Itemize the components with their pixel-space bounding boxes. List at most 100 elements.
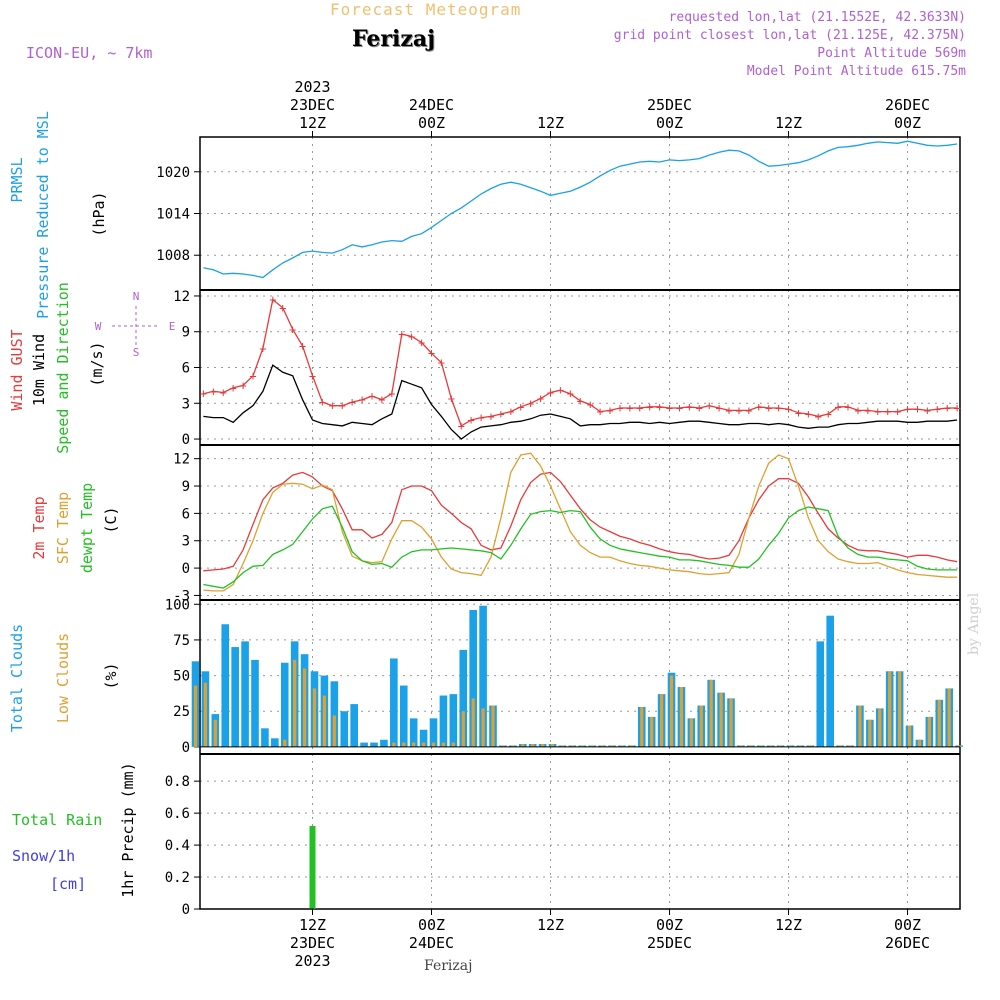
time-label-bottom: 00Z	[894, 916, 921, 934]
y-tick-label: 0	[182, 432, 190, 448]
low-cloud-bar	[431, 742, 436, 747]
gust-marker: +	[884, 405, 891, 419]
gust-marker: +	[656, 400, 663, 414]
time-label-bottom: 00Z	[418, 916, 445, 934]
low-cloud-bar	[521, 744, 525, 747]
low-cloud-bar	[729, 698, 733, 747]
gust-marker: +	[735, 403, 742, 417]
total-cloud-bar	[231, 647, 239, 747]
gust-marker: +	[557, 383, 564, 397]
y-tick-label: 50	[173, 669, 190, 685]
wind-unit: (m/s)	[88, 341, 106, 386]
gust-marker: +	[825, 407, 832, 421]
time-label-top: 23DEC	[290, 96, 335, 114]
low-cloud-bar	[749, 745, 753, 747]
compass-n: N	[133, 290, 140, 303]
gust-marker: +	[755, 400, 762, 414]
gust-marker: +	[249, 369, 256, 383]
low-cloud-bar	[719, 692, 723, 747]
low-cloud-bar	[848, 745, 852, 747]
temp-unit: (C)	[102, 506, 120, 533]
gust-marker: +	[388, 387, 395, 401]
low-cloud-bar	[699, 705, 703, 747]
gust-marker: +	[775, 401, 782, 415]
gust-marker: +	[953, 401, 960, 415]
low-cloud-bar	[679, 686, 684, 747]
gust-marker: +	[497, 407, 504, 421]
low-cloud-bar	[402, 742, 406, 747]
time-label-top: 12Z	[775, 114, 802, 132]
low-cloud-bar	[759, 745, 763, 747]
rain-bar	[309, 825, 316, 909]
y-tick-label: 12	[173, 452, 190, 468]
gust-marker: +	[567, 387, 574, 401]
low-cloud-bar	[471, 698, 475, 747]
gust-marker: +	[269, 293, 276, 307]
total-cloud-bar	[826, 615, 834, 747]
grid-point-coords: grid point closest lon,lat (21.125E, 42.…	[613, 28, 966, 43]
gust-marker: +	[200, 387, 207, 401]
gust-marker: +	[547, 386, 554, 400]
low-cloud-bar	[640, 706, 644, 747]
gust-marker: +	[606, 403, 613, 417]
y-tick-label: 6	[182, 361, 190, 377]
model-label: ICON-EU, ~ 7km	[26, 44, 153, 62]
gust-marker: +	[874, 405, 881, 419]
total-cloud-bar	[251, 659, 259, 747]
footer-location: Ferizaj	[424, 958, 473, 974]
gust-marker: +	[368, 389, 375, 403]
low-cloud-bar	[441, 742, 446, 747]
low-cloud-bar	[193, 685, 198, 747]
total-cloud-bar	[429, 718, 438, 747]
wind-direction-label: Speed and Direction	[54, 282, 72, 454]
gust-marker: +	[408, 330, 415, 344]
gust-marker: +	[319, 395, 326, 409]
chart-frame	[199, 136, 961, 910]
gust-marker: +	[706, 399, 713, 413]
total-cloud-bar	[419, 729, 428, 747]
low-cloud-bar	[927, 716, 931, 747]
low-cloud-bar	[620, 745, 624, 747]
low-cloud-bar	[947, 688, 951, 747]
gust-marker: +	[220, 386, 227, 400]
model-altitude: Model Point Altitude 615.75m	[746, 64, 966, 79]
total-cloud-bar	[271, 738, 279, 747]
clouds-unit: (%)	[102, 662, 120, 689]
total-cloud-bar	[261, 728, 269, 747]
pressure-unit: (hPa)	[90, 191, 108, 236]
low-cloud-bar	[907, 725, 912, 747]
gust-marker: +	[339, 399, 346, 413]
low-cloud-bar	[689, 718, 693, 747]
time-label-top: 12Z	[299, 114, 326, 132]
compass-s: S	[133, 346, 140, 359]
time-label-bottom: 2023	[294, 952, 330, 970]
gust-marker: +	[239, 378, 246, 392]
low-cloud-bar	[412, 742, 416, 747]
y-tick-label: 25	[173, 704, 190, 720]
total-cloud-bar	[409, 718, 418, 747]
gust-marker: +	[646, 400, 653, 414]
low-cloud-bar	[550, 744, 555, 747]
gust-marker: +	[378, 393, 385, 407]
wind-label: 10m Wind	[30, 334, 48, 406]
low-cloud-bar	[293, 659, 297, 747]
gust-marker: +	[854, 403, 861, 417]
gust-label: Wind GUST	[8, 329, 26, 410]
gust-marker: +	[349, 395, 356, 409]
low-cloud-bar	[332, 715, 336, 747]
gust-marker: +	[517, 400, 524, 414]
low-cloud-bar	[957, 745, 961, 747]
gust-marker: +	[230, 381, 237, 395]
total-cloud-bar	[399, 685, 408, 747]
gust-marker: +	[696, 401, 703, 415]
gust-marker: +	[666, 401, 673, 415]
low-cloud-bar	[203, 682, 208, 747]
low-cloud-bar	[392, 742, 396, 747]
gust-marker: +	[815, 409, 822, 423]
total-clouds-label: Total Clouds	[8, 624, 26, 732]
snow-unit: [cm]	[50, 875, 86, 893]
time-label-bottom: 12Z	[537, 916, 564, 934]
gust-marker: +	[438, 356, 445, 370]
gust-marker: +	[686, 400, 693, 414]
time-label-bottom: 24DEC	[409, 934, 454, 952]
